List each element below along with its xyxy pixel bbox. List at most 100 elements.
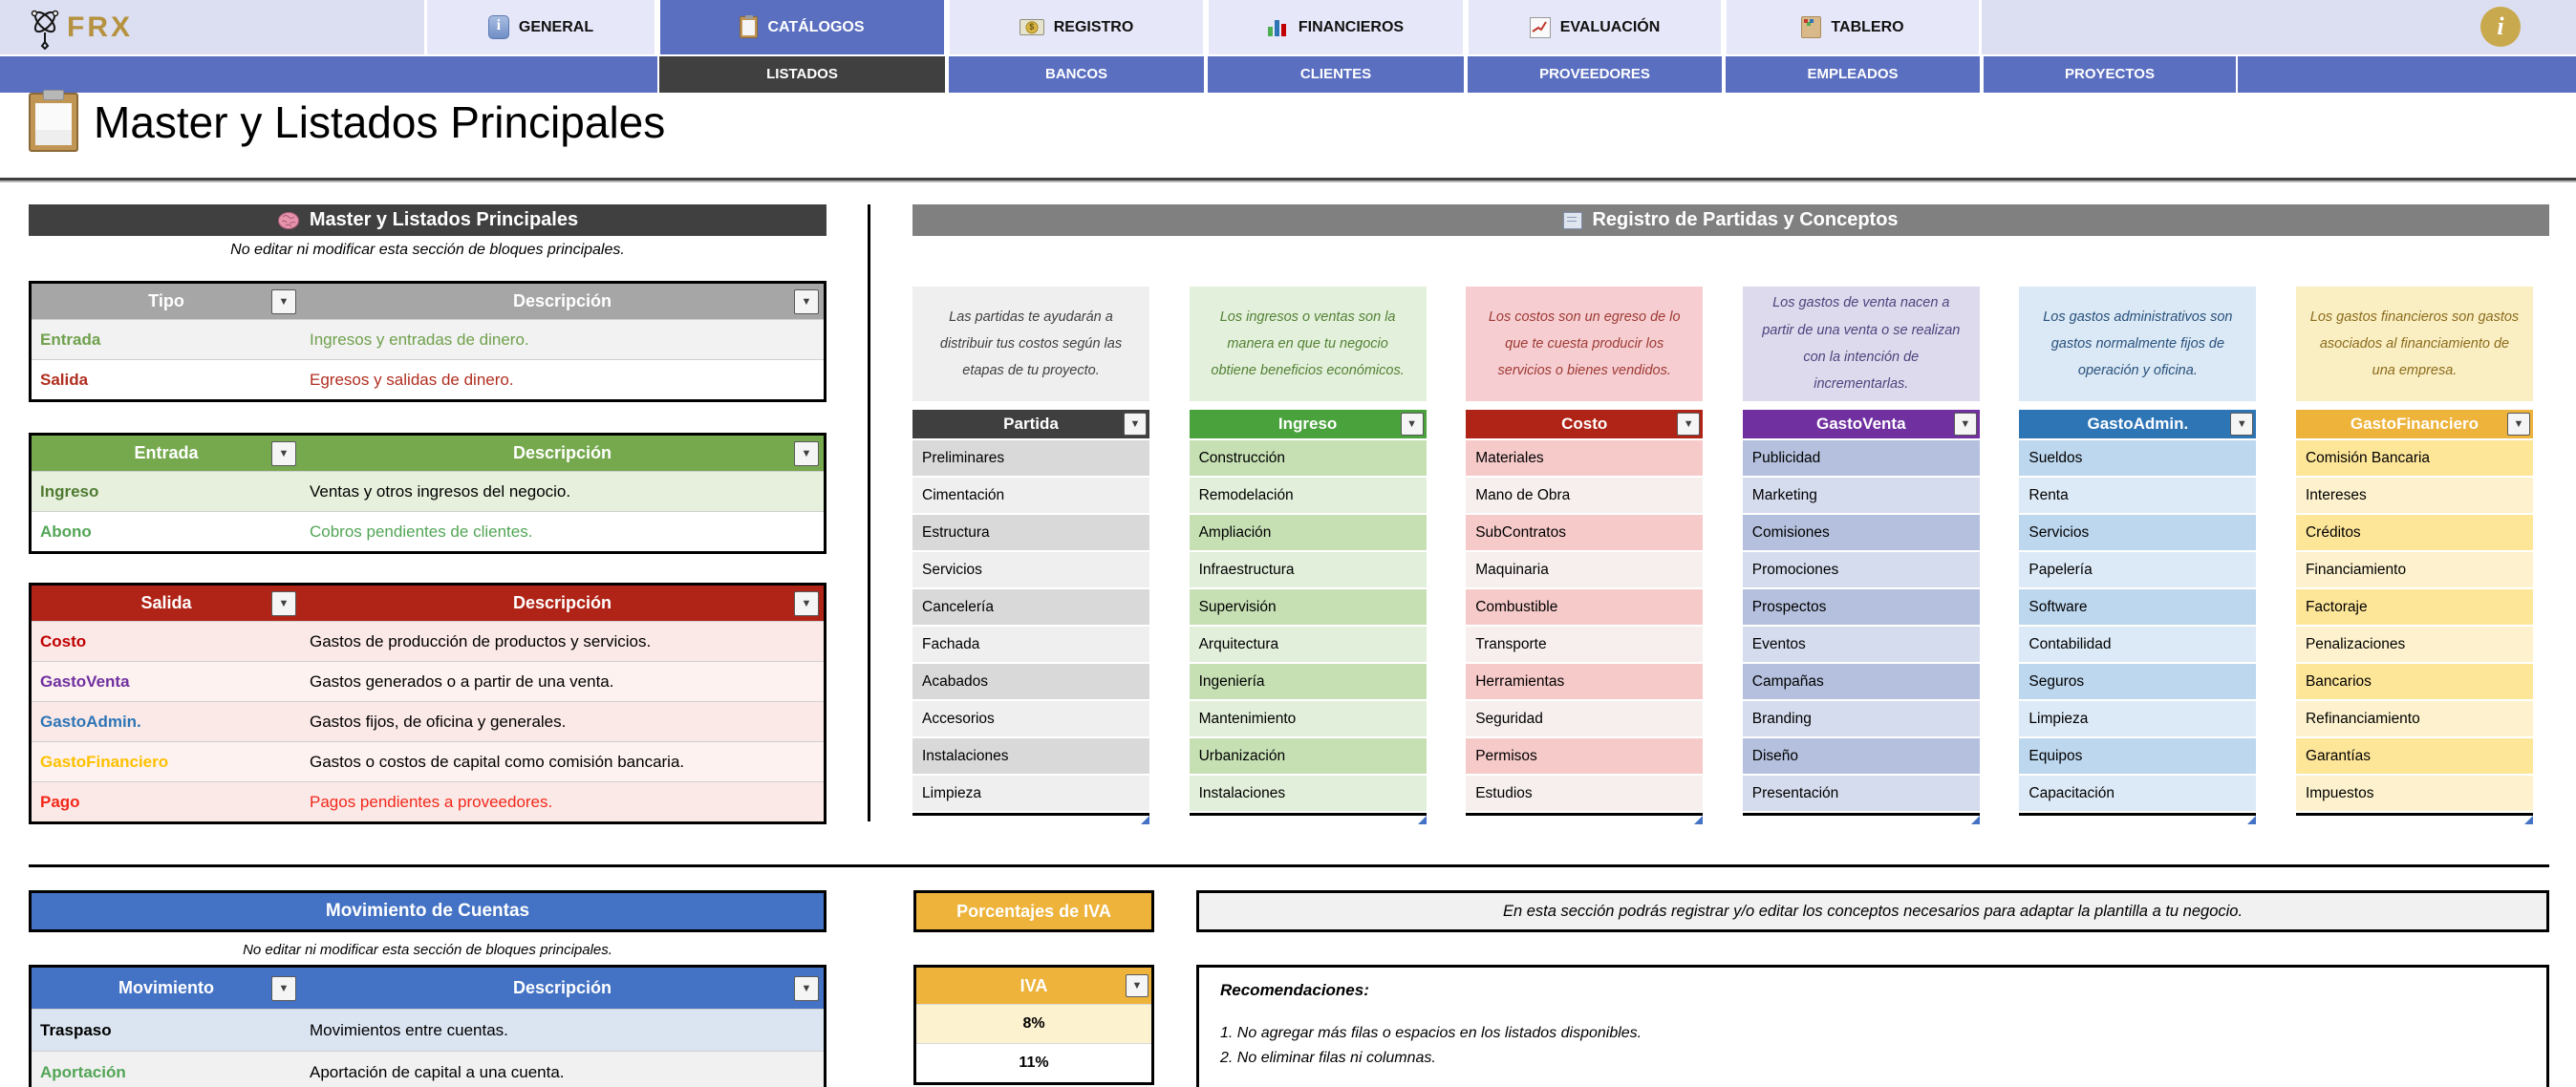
money-icon — [1019, 19, 1044, 35]
filter-button[interactable] — [271, 975, 296, 1001]
catalog-cell[interactable]: Mantenimiento — [1189, 701, 1427, 736]
catalog-cell[interactable]: Maquinaria — [1466, 552, 1704, 587]
filter-button[interactable] — [271, 440, 296, 466]
catalog-cell[interactable]: Servicios — [2019, 515, 2257, 550]
catalog-cell[interactable]: Acabados — [912, 664, 1149, 699]
catalog-cell[interactable]: Financiamiento — [2295, 552, 2533, 587]
catalog-cell[interactable]: Mano de Obra — [1466, 478, 1704, 513]
subtab-listados[interactable]: LISTADOS — [657, 56, 947, 93]
catalog-cell[interactable]: Capacitación — [2019, 776, 2257, 811]
catalog-cell[interactable]: Campañas — [1742, 664, 1980, 699]
table-header-row: Movimiento Descripción — [32, 968, 824, 1009]
horizontal-divider — [29, 864, 2549, 867]
catalog-cell[interactable]: Combustible — [1466, 589, 1704, 625]
bar-chart-icon — [1267, 19, 1289, 36]
filter-button[interactable] — [2506, 413, 2530, 436]
column-header: GastoVenta — [1742, 410, 1980, 438]
page-title-text: Master y Listados Principales — [94, 97, 666, 147]
catalog-cell[interactable]: Equipos — [2019, 738, 2257, 774]
catalog-cell[interactable]: Intereses — [2295, 478, 2533, 513]
catalog-cell[interactable]: Preliminares — [912, 440, 1149, 476]
catalog-cell[interactable]: Ingeniería — [1189, 664, 1427, 699]
catalog-column-ingreso: Los ingresos o ventas son la manera en q… — [1189, 287, 1427, 824]
catalog-cell[interactable]: Fachada — [912, 627, 1149, 662]
catalog-cell[interactable]: Créditos — [2295, 515, 2533, 550]
filter-button[interactable] — [1124, 413, 1147, 436]
filter-button[interactable] — [1953, 413, 1977, 436]
filter-button[interactable] — [2230, 413, 2254, 436]
catalog-cell[interactable]: Branding — [1742, 701, 1980, 736]
filter-button[interactable] — [1677, 413, 1701, 436]
catalog-cell[interactable]: Sueldos — [2019, 440, 2257, 476]
catalog-cell[interactable]: Cancelería — [912, 589, 1149, 625]
filter-button[interactable] — [794, 440, 819, 466]
column-header: Descripción — [512, 978, 612, 997]
catalog-cell[interactable]: Software — [2019, 589, 2257, 625]
catalog-cell[interactable]: Factoraje — [2295, 589, 2533, 625]
catalog-cell[interactable]: Presentación — [1742, 776, 1980, 811]
catalog-cell[interactable]: Instalaciones — [1189, 776, 1427, 811]
catalog-cell[interactable]: Arquitectura — [1189, 627, 1427, 662]
catalog-cell[interactable]: Marketing — [1742, 478, 1980, 513]
subtab-proveedores[interactable]: PROVEEDORES — [1466, 56, 1724, 93]
catalog-cell[interactable]: Comisiones — [1742, 515, 1980, 550]
catalog-cell[interactable]: Transporte — [1466, 627, 1704, 662]
tab-evaluacion[interactable]: EVALUACIÓN — [1466, 0, 1724, 54]
catalog-cell[interactable]: Seguros — [2019, 664, 2257, 699]
catalog-cell[interactable]: Seguridad — [1466, 701, 1704, 736]
catalog-cell[interactable]: Materiales — [1466, 440, 1704, 476]
catalog-cell[interactable]: Instalaciones — [912, 738, 1149, 774]
catalog-cell[interactable]: Renta — [2019, 478, 2257, 513]
catalog-cell[interactable]: Eventos — [1742, 627, 1980, 662]
catalog-cell[interactable]: Infraestructura — [1189, 552, 1427, 587]
filter-button[interactable] — [1126, 974, 1148, 997]
tab-financieros[interactable]: FINANCIEROS — [1206, 0, 1466, 54]
subtab-clientes[interactable]: CLIENTES — [1206, 56, 1466, 93]
catalog-cell[interactable]: Supervisión — [1189, 589, 1427, 625]
catalog-cell[interactable]: Promociones — [1742, 552, 1980, 587]
tab-registro[interactable]: REGISTRO — [947, 0, 1206, 54]
subtab-empleados[interactable]: EMPLEADOS — [1724, 56, 1982, 93]
catalog-cell[interactable]: Impuestos — [2295, 776, 2533, 811]
filter-button[interactable] — [794, 590, 819, 616]
catalog-cell[interactable]: Publicidad — [1742, 440, 1980, 476]
catalog-cell[interactable]: Permisos — [1466, 738, 1704, 774]
catalog-cell[interactable]: Comisión Bancaria — [2295, 440, 2533, 476]
subtab-proyectos[interactable]: PROYECTOS — [1982, 56, 2238, 93]
catalog-cell[interactable]: Bancarios — [2295, 664, 2533, 699]
tab-tablero[interactable]: TABLERO — [1724, 0, 1982, 54]
row-desc: Movimientos entre cuentas. — [310, 1020, 508, 1039]
tab-catalogos[interactable]: CATÁLOGOS — [657, 0, 947, 54]
catalog-cell[interactable]: Diseño — [1742, 738, 1980, 774]
catalog-cell[interactable]: Limpieza — [912, 776, 1149, 811]
catalog-cell[interactable]: SubContratos — [1466, 515, 1704, 550]
catalog-cell[interactable]: Penalizaciones — [2295, 627, 2533, 662]
catalog-cell[interactable]: Estudios — [1466, 776, 1704, 811]
iva-cell[interactable]: 11% — [916, 1043, 1151, 1082]
iva-cell[interactable]: 8% — [916, 1004, 1151, 1043]
catalog-cell[interactable]: Limpieza — [2019, 701, 2257, 736]
catalog-cell[interactable]: Urbanización — [1189, 738, 1427, 774]
catalog-cell[interactable]: Garantías — [2295, 738, 2533, 774]
tab-general[interactable]: GENERAL — [424, 0, 657, 54]
filter-button[interactable] — [794, 975, 819, 1001]
catalog-cell[interactable]: Remodelación — [1189, 478, 1427, 513]
catalog-cell[interactable]: Servicios — [912, 552, 1149, 587]
filter-button[interactable] — [794, 288, 819, 314]
filter-button[interactable] — [271, 288, 296, 314]
catalog-cell[interactable]: Cimentación — [912, 478, 1149, 513]
catalog-cell[interactable]: Papelería — [2019, 552, 2257, 587]
subtab-bancos[interactable]: BANCOS — [947, 56, 1206, 93]
column-footer — [1189, 813, 1427, 824]
catalog-cell[interactable]: Herramientas — [1466, 664, 1704, 699]
filter-button[interactable] — [1400, 413, 1424, 436]
filter-button[interactable] — [271, 590, 296, 616]
catalog-cell[interactable]: Contabilidad — [2019, 627, 2257, 662]
info-circle-icon[interactable] — [2480, 7, 2521, 47]
catalog-cell[interactable]: Estructura — [912, 515, 1149, 550]
catalog-cell[interactable]: Ampliación — [1189, 515, 1427, 550]
catalog-cell[interactable]: Construcción — [1189, 440, 1427, 476]
catalog-cell[interactable]: Accesorios — [912, 701, 1149, 736]
catalog-cell[interactable]: Prospectos — [1742, 589, 1980, 625]
catalog-cell[interactable]: Refinanciamiento — [2295, 701, 2533, 736]
